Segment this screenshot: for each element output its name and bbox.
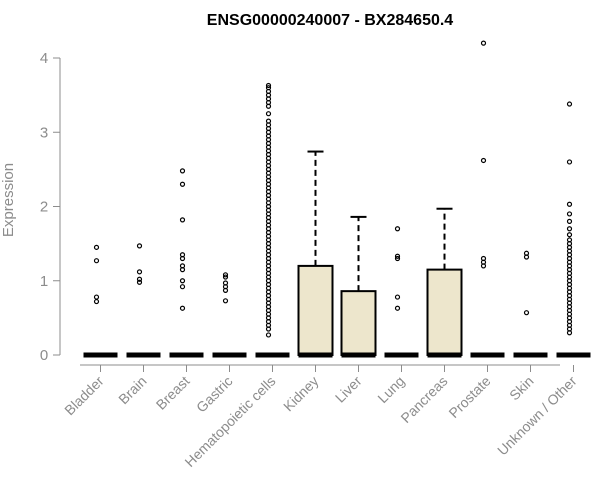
outlier-9-4 [480, 263, 487, 269]
category-label-5: Kidney [280, 373, 322, 415]
outlier-1-1 [136, 269, 143, 275]
category-label-8: Pancreas [397, 373, 450, 426]
outlier-4-64 [265, 326, 272, 332]
box-6 [340, 290, 377, 356]
outlier-3-5 [222, 298, 229, 304]
outlier-10-2 [523, 310, 530, 316]
box-group-4 [255, 82, 290, 358]
outlier-10-1 [523, 254, 530, 260]
chart-title: ENSG00000240007 - BX284650.4 [207, 12, 454, 29]
outlier-3-1 [222, 274, 229, 280]
category-label-3: Gastric [193, 373, 236, 416]
outlier-4-6 [265, 103, 272, 109]
outlier-0-3 [93, 298, 100, 305]
outlier-2-1 [179, 181, 186, 187]
category-label-9: Prostate [445, 373, 493, 421]
y-tick-label-3: 3 [40, 124, 48, 141]
box-group-5 [297, 150, 334, 358]
category-label-2: Breast [153, 373, 193, 413]
outlier-2-4 [179, 255, 186, 262]
outlier-3-4 [222, 287, 229, 294]
outlier-7-3 [394, 294, 401, 300]
outlier-1-0 [136, 243, 143, 249]
outlier-11-1 [566, 159, 573, 165]
outlier-11-32 [566, 330, 573, 336]
outlier-4-7 [265, 111, 272, 117]
category-label-0: Bladder [61, 373, 107, 419]
outlier-3-0 [222, 272, 229, 278]
outlier-0-2 [93, 294, 100, 300]
outlier-0-0 [93, 244, 100, 250]
box-group-10 [513, 250, 548, 358]
outlier-2-0 [179, 168, 186, 174]
outlier-1-3 [136, 279, 143, 285]
boxes-layer [83, 40, 591, 358]
category-label-6: Liver [332, 373, 365, 406]
outlier-11-3 [566, 211, 573, 217]
category-label-1: Brain [115, 373, 149, 407]
y-axis-label: Expression [0, 163, 17, 237]
box-5 [297, 264, 334, 356]
y-tick-label-2: 2 [40, 199, 48, 216]
box-group-8 [426, 207, 463, 358]
y-tick-label-4: 4 [40, 50, 48, 67]
category-label-7: Lung [374, 373, 407, 406]
outlier-11-5 [566, 226, 573, 232]
outlier-7-2 [394, 255, 401, 262]
box-group-3 [212, 272, 247, 358]
outlier-2-7 [179, 278, 186, 284]
outlier-1-2 [136, 276, 143, 282]
outlier-4-0 [265, 82, 272, 89]
box-group-1 [126, 243, 161, 358]
y-tick-label-1: 1 [40, 273, 48, 290]
outlier-9-0 [480, 40, 487, 46]
outlier-11-6 [566, 232, 573, 238]
y-tick-label-0: 0 [40, 347, 48, 364]
outlier-4-65 [265, 332, 272, 338]
outlier-7-4 [394, 305, 401, 311]
box-group-9 [470, 40, 505, 358]
outlier-7-0 [394, 226, 401, 232]
box-group-6 [340, 215, 377, 358]
outlier-11-2 [566, 201, 573, 207]
box-group-2 [169, 168, 204, 358]
outlier-11-0 [566, 101, 573, 107]
box-group-7 [384, 226, 419, 358]
category-label-11: Unknown / Other [494, 373, 580, 459]
outlier-11-4 [566, 218, 573, 224]
box-group-11 [556, 101, 591, 358]
outlier-0-1 [93, 258, 100, 264]
outlier-2-6 [179, 267, 186, 273]
outlier-2-8 [179, 284, 186, 290]
box-8 [426, 268, 463, 356]
outlier-9-1 [480, 157, 487, 164]
y-axis-ticks: 0 1 2 3 4 [40, 50, 60, 364]
box-group-0 [83, 244, 118, 358]
outlier-2-2 [179, 217, 186, 223]
category-label-10: Skin [506, 373, 537, 404]
outlier-7-1 [394, 253, 401, 259]
outlier-2-9 [179, 305, 186, 311]
